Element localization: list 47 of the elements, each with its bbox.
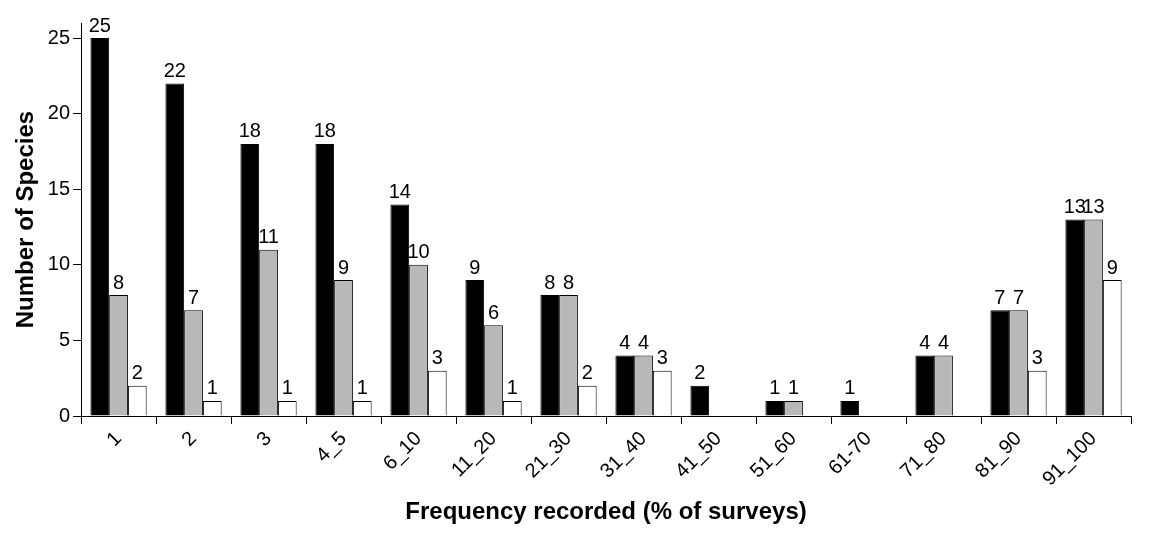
data-label: 22 — [163, 58, 186, 81]
data-label: 11 — [258, 225, 279, 248]
data-label: 18 — [238, 119, 261, 142]
y-axis-title: Number of Species — [11, 110, 39, 329]
data-label: 1 — [787, 376, 800, 399]
data-label: 1 — [356, 376, 368, 399]
y-tick-label: 5 — [58, 327, 71, 350]
data-label: 1 — [281, 376, 293, 399]
data-label: 4 — [619, 331, 631, 354]
y-tick-label: 15 — [47, 176, 71, 199]
data-label: 1 — [844, 376, 856, 399]
y-tick-label: 10 — [47, 252, 71, 275]
y-tick-label: 20 — [47, 101, 71, 124]
data-label: 9 — [1106, 255, 1118, 278]
x-tick-label: 1 — [101, 426, 126, 451]
x-tick-label: 2 — [176, 426, 201, 451]
y-tick-label: 25 — [47, 25, 71, 48]
data-label: 3 — [656, 346, 668, 369]
data-label: 4 — [937, 331, 950, 354]
data-label: 9 — [337, 255, 350, 278]
data-label: 1 — [769, 376, 781, 399]
data-label: 1 — [506, 376, 518, 399]
data-label: 14 — [388, 179, 411, 202]
data-label: 8 — [562, 270, 575, 293]
data-label: 4 — [637, 331, 650, 354]
data-label: 18 — [313, 119, 336, 142]
data-label: 6 — [487, 300, 500, 323]
data-label: 1 — [206, 376, 218, 399]
x-tick-label: 4_5 — [311, 426, 351, 467]
y-tick-label: 0 — [58, 403, 71, 426]
data-label: 13 — [1063, 195, 1086, 218]
data-label: 25 — [88, 13, 111, 36]
x-tick-label: 3 — [251, 426, 276, 451]
x-axis-title: Frequency recorded (% of surveys) — [405, 497, 807, 525]
data-label: 10 — [407, 240, 430, 263]
data-label: 7 — [994, 285, 1006, 308]
data-label: 2 — [581, 361, 593, 384]
data-label: 8 — [112, 270, 125, 293]
data-label: 7 — [1012, 285, 1025, 308]
data-label: 2 — [131, 361, 143, 384]
data-label: 8 — [544, 270, 556, 293]
data-label: 3 — [431, 346, 443, 369]
data-label: 2 — [694, 361, 706, 384]
data-label: 4 — [919, 331, 931, 354]
data-label: 9 — [469, 255, 481, 278]
data-label: 7 — [187, 285, 200, 308]
data-label: 3 — [1031, 346, 1043, 369]
